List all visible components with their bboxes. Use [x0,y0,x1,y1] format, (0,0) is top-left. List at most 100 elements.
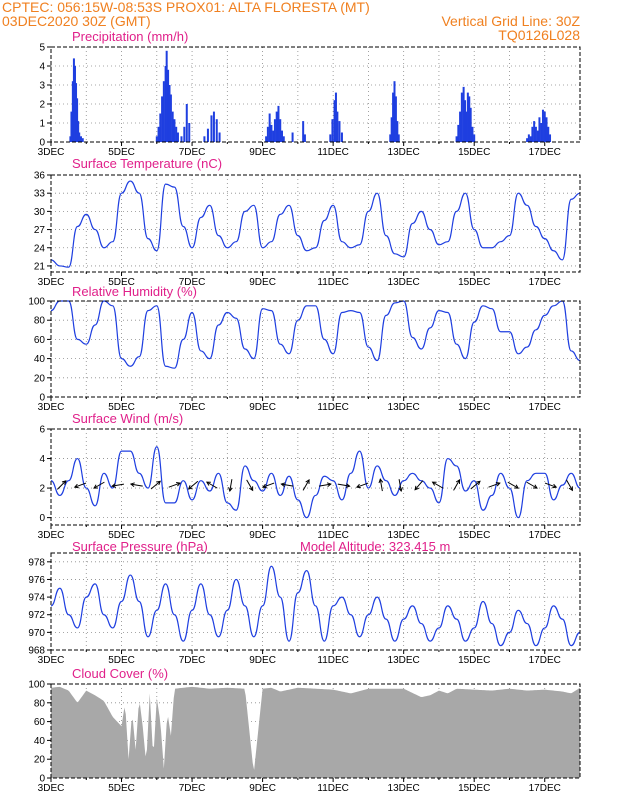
x-tick-label: 13DEC [388,530,420,541]
x-tick-label: 17DEC [529,277,561,288]
precip-bar [533,121,536,142]
y-tick-label: 27 [34,225,46,236]
precip-bar [180,136,183,142]
panel-title: Surface Pressure (hPa) [72,539,208,554]
wind-arrow-shaft [74,482,87,488]
precip-bar [540,123,543,142]
panel-title: Cloud Cover (%) [72,666,168,681]
cloud-area [51,686,580,778]
precip-bar [212,111,215,142]
y-tick-label: 968 [28,646,45,657]
panel-title: Precipitation (mm/h) [72,29,188,44]
wind-arrow [565,479,573,492]
y-tick-label: 33 [34,189,46,200]
wind-arrow-shaft [318,483,331,487]
wind-arrow-head [261,483,267,489]
wind-arrow-shaft [130,483,143,487]
wind-arrow-shaft [337,483,350,487]
precip-bar [531,126,534,142]
y-tick-label: 4 [39,454,45,465]
x-tick-label: 11DEC [317,277,349,288]
wind-arrow-shaft [453,479,460,491]
wind-arrow-head [532,484,538,489]
x-tick-label: 13DEC [388,402,420,413]
wind-arrow-shaft [206,481,218,489]
wind-arrow-head [61,480,67,485]
wind-arrow [318,482,332,487]
precip-bar [185,104,188,142]
x-tick-label: 7DEC [179,655,206,666]
x-tick-label: 15DEC [458,277,490,288]
y-tick-label: 0 [39,513,45,524]
x-tick-label: 17DEC [529,530,561,541]
x-tick-label: 7DEC [179,530,206,541]
y-tick-label: 60 [34,335,46,346]
x-tick-label: 3DEC [38,277,65,288]
wind-arrow-shaft [470,480,481,490]
wind-arrow-shaft [150,480,161,490]
y-tick-label: 974 [28,593,45,604]
wind-arrow [431,481,444,489]
precip-bar [393,81,396,142]
precip-bar [331,119,334,142]
x-tick-label: 17DEC [529,402,561,413]
precip-bar [75,83,78,142]
precip-bar [336,111,339,142]
precip-bar [455,136,458,142]
precip-bar [273,119,276,142]
x-tick-label: 17DEC [529,147,561,158]
wind-arrow [56,480,67,490]
x-tick-label: 3DEC [38,655,65,666]
precip-bar [464,100,467,142]
wind-arrow [129,482,143,487]
x-tick-label: 7DEC [179,783,206,794]
y-tick-label: 976 [28,575,45,586]
wind-arrow-shaft [112,483,125,487]
y-tick-label: 1 [39,119,45,130]
y-tick-label: 21 [34,261,46,272]
y-tick-label: 3 [39,81,45,92]
y-tick-label: 0 [39,138,45,149]
precip-bar [392,92,395,142]
precip-bar [70,111,73,142]
x-tick-label: 5DEC [108,655,135,666]
wind-arrow-shaft [488,482,500,488]
wind-arrow [414,480,424,491]
precip-bar [69,136,72,142]
wind-arrow [398,479,403,493]
precip-bar [394,96,397,142]
wind-arrow-head [93,484,99,489]
precip-bar [340,132,343,142]
precip-bar [390,117,393,142]
y-tick-label: 60 [34,717,46,728]
precip-bar [282,136,285,142]
wind-arrow-head [228,487,233,493]
precip-bar [389,134,392,142]
precip-bar [268,113,271,142]
x-tick-label: 15DEC [458,147,490,158]
panel-frame [50,552,581,651]
wind-arrow-head [378,478,384,484]
x-tick-label: 3DEC [38,402,65,413]
wind-arrow-shaft [302,479,310,491]
wind-arrow-head [552,483,558,489]
precip-bar [173,119,176,142]
precip-bar [536,130,539,142]
y-tick-label: 20 [34,755,46,766]
wind-arrow [526,481,538,489]
precip-bar [547,126,550,142]
y-tick-label: 80 [34,316,46,327]
y-tick-label: 36 [34,171,46,182]
y-tick-label: 30 [34,207,46,218]
wind-arrow-shaft [398,479,402,492]
x-tick-label: 13DEC [388,655,420,666]
precip-bar [78,132,81,142]
x-tick-label: 17DEC [529,783,561,794]
precip-bar [396,121,399,142]
x-tick-label: 5DEC [108,530,135,541]
y-tick-label: 100 [28,680,45,691]
x-tick-label: 3DEC [38,783,65,794]
wind-arrow [544,482,558,489]
panel-cloud: Cloud Cover (%) 0 20 40 60 80 100 3DEC 5DEC 7DEC 9… [28,666,581,794]
